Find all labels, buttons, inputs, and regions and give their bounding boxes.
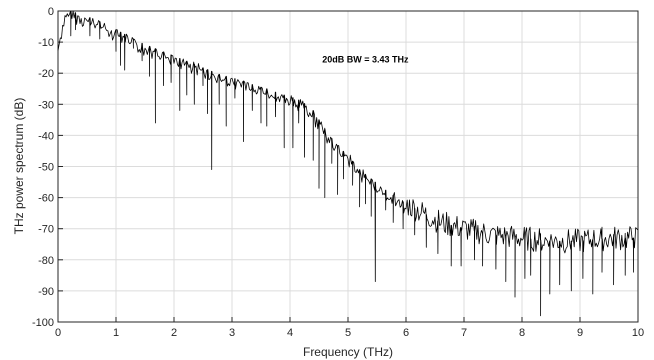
x-tick-label: 4 (287, 327, 293, 339)
x-tick-label: 7 (461, 327, 467, 339)
x-axis-label: Frequency (THz) (303, 345, 393, 359)
x-tick-label: 1 (113, 327, 119, 339)
x-tick-label: 5 (345, 327, 351, 339)
x-axis-ticks: 0 1 2 3 4 5 6 7 8 9 10 (55, 317, 644, 339)
y-tick-label: -40 (38, 130, 54, 142)
x-tick-label: 6 (403, 327, 409, 339)
x-tick-label: 2 (171, 327, 177, 339)
y-tick-label: -60 (38, 193, 54, 205)
y-tick-label: -50 (38, 162, 54, 174)
y-axis-label: THz power spectrum (dB) (12, 98, 26, 235)
x-tick-label: 0 (55, 327, 61, 339)
y-tick-label: -70 (38, 224, 54, 236)
spectrum-series-line (57, 10, 639, 317)
bandwidth-annotation: 20dB BW = 3.43 THz (322, 54, 409, 64)
y-tick-label: -100 (32, 317, 54, 329)
y-tick-label: -20 (38, 68, 54, 80)
y-tick-label: -30 (38, 99, 54, 111)
x-tick-label: 9 (577, 327, 583, 339)
y-tick-label: -90 (38, 286, 54, 298)
y-axis-ticks: 0 -10 -20 -30 -40 -50 -60 -70 -80 -90 -100 (32, 6, 63, 329)
x-tick-label: 10 (632, 327, 644, 339)
y-tick-label: 0 (48, 6, 54, 18)
x-tick-label: 8 (519, 327, 525, 339)
x-tick-label: 3 (229, 327, 235, 339)
y-tick-label: -10 (38, 37, 54, 49)
y-tick-label: -80 (38, 255, 54, 267)
